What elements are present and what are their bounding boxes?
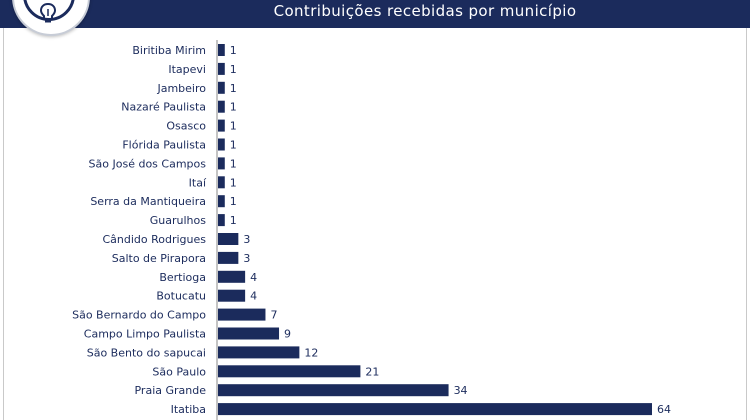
bar: [218, 81, 225, 94]
lightbulb-icon: [39, 2, 57, 23]
bar: [218, 62, 225, 75]
bar-value-label: 3: [243, 252, 250, 265]
category-label: São José dos Campos: [89, 157, 207, 170]
bar: [218, 289, 246, 302]
bar: [218, 251, 239, 264]
category-label: Jambeiro: [156, 82, 206, 95]
bar-value-label: 1: [230, 214, 237, 227]
bar: [218, 176, 225, 189]
category-label: Cândido Rodrigues: [102, 233, 206, 246]
bar: [218, 119, 225, 132]
panel-border-right: [746, 28, 747, 420]
bar: [218, 327, 280, 340]
bar-value-label: 12: [304, 346, 318, 359]
bar-value-label: 9: [284, 328, 291, 341]
chart-header: Contribuições recebidas por município: [0, 0, 750, 28]
category-label: Guarulhos: [150, 214, 206, 227]
bar: [218, 214, 225, 227]
bar: [218, 384, 449, 397]
category-label: Salto de Pirapora: [112, 252, 206, 265]
category-label: Serra da Mantiqueira: [90, 195, 206, 208]
category-label: São Bernardo do Campo: [72, 309, 206, 322]
category-label: São Paulo: [152, 365, 206, 378]
bar-value-label: 21: [365, 365, 379, 378]
category-label: Botucatu: [156, 290, 206, 303]
panel-border-left: [3, 28, 4, 420]
category-label: Itatiba: [171, 403, 206, 416]
bar: [218, 233, 239, 245]
bar: [218, 195, 225, 208]
bar: [218, 44, 225, 56]
bar-value-label: 3: [243, 233, 250, 246]
bar-value-label: 1: [230, 120, 237, 133]
category-label: Itaí: [189, 176, 207, 189]
bar-value-label: 7: [270, 309, 277, 322]
bar: [218, 270, 246, 283]
category-label: Flórida Paulista: [122, 139, 206, 152]
chart-title: Contribuições recebidas por município: [273, 2, 577, 20]
bar-value-label: 4: [250, 271, 257, 284]
category-label: Itapevi: [168, 63, 206, 76]
category-label: Praia Grande: [134, 384, 206, 397]
bar: [218, 308, 266, 321]
bar: [218, 157, 225, 170]
bar-value-label: 1: [230, 101, 237, 114]
bar-value-label: 1: [230, 139, 237, 152]
bar-value-label: 1: [230, 195, 237, 208]
bar-value-label: 1: [230, 157, 237, 170]
category-label: Osasco: [166, 120, 206, 133]
bar-value-label: 64: [657, 403, 671, 416]
bar: [218, 100, 225, 113]
category-label: São Bento do sapucai: [87, 346, 206, 359]
bar: [218, 346, 300, 359]
bar-value-label: 4: [250, 290, 257, 303]
bar-value-label: 1: [230, 44, 237, 57]
bar-value-label: 1: [230, 63, 237, 76]
bar-value-label: 34: [454, 384, 468, 397]
bar: [218, 138, 225, 151]
bar-value-label: 1: [230, 176, 237, 189]
bar-value-label: 1: [230, 82, 237, 95]
category-label: Bertioga: [159, 271, 206, 284]
category-label: Nazaré Paulista: [121, 101, 206, 114]
category-label: Campo Limpo Paulista: [84, 328, 206, 341]
category-label: Biritiba Mirim: [132, 44, 206, 57]
bar: [218, 365, 361, 378]
bar: [218, 403, 652, 416]
